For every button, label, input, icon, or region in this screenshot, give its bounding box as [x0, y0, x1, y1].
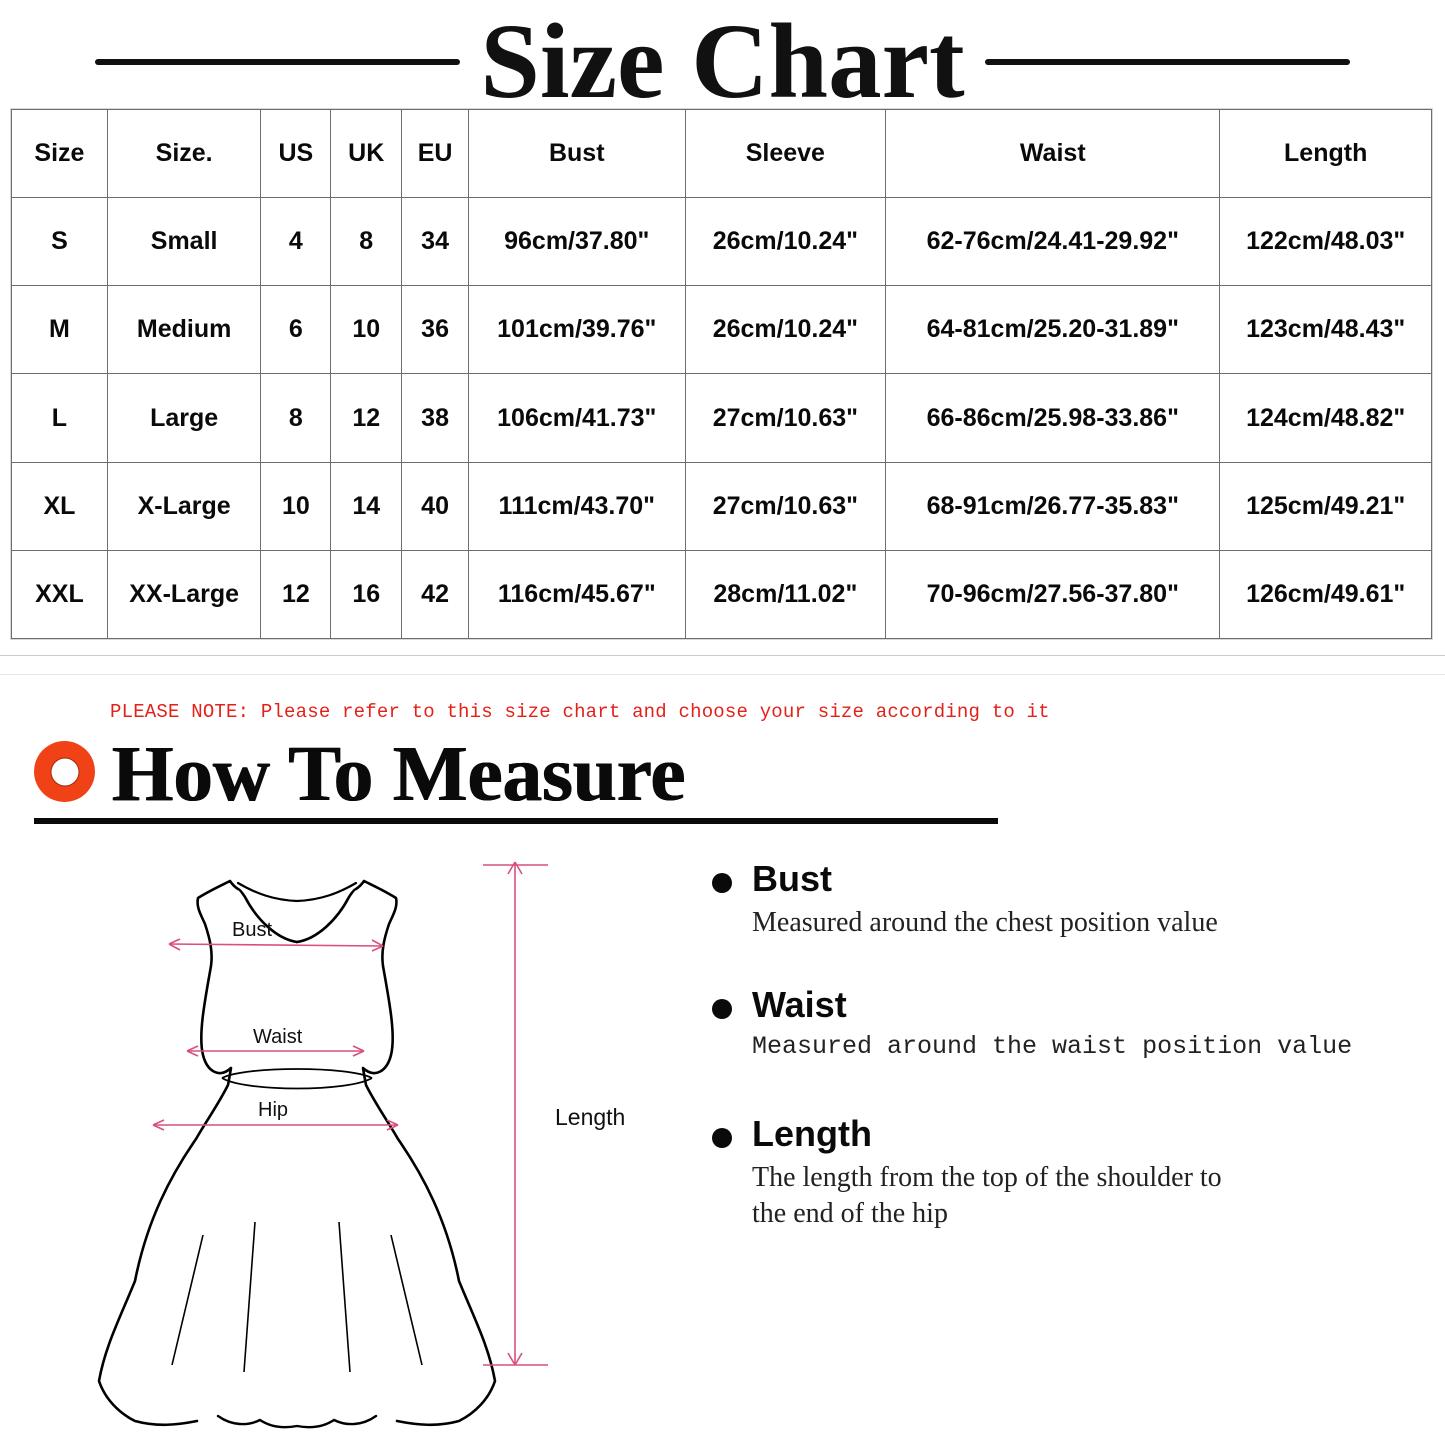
svg-text:Hip: Hip [258, 1099, 288, 1121]
svg-text:Waist: Waist [253, 1026, 303, 1048]
svg-text:Bust: Bust [232, 919, 272, 941]
svg-text:Length: Length [555, 1104, 625, 1130]
